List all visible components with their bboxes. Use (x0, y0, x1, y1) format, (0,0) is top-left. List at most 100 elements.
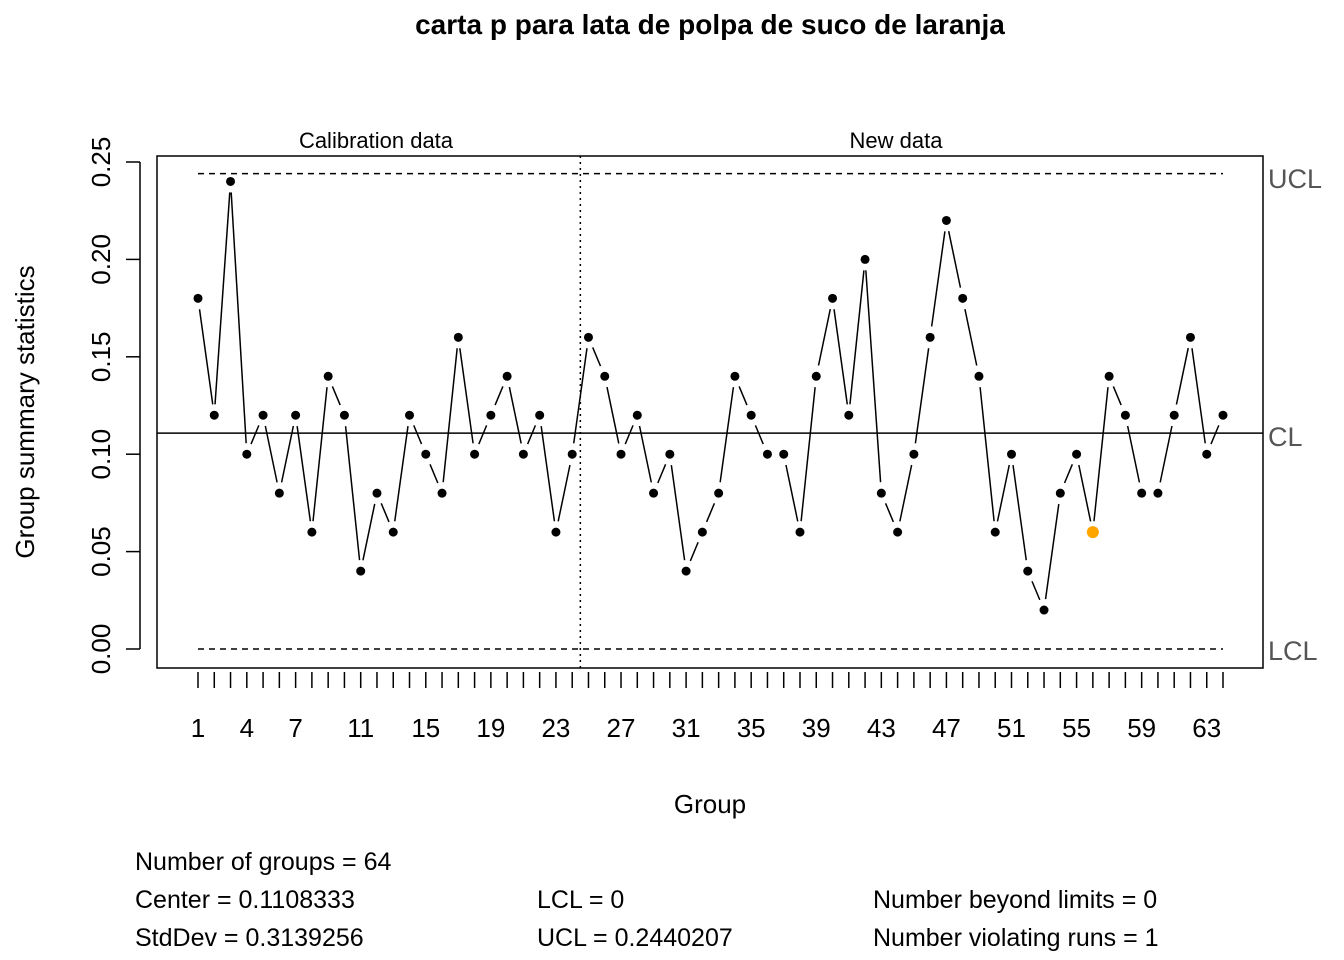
data-point (1104, 371, 1114, 381)
series-segment (1063, 464, 1074, 484)
series-segment (280, 425, 295, 483)
y-tick-label: 0.15 (86, 331, 116, 382)
data-point (958, 293, 968, 303)
series-segment (572, 348, 588, 444)
data-point (339, 410, 349, 420)
data-point (356, 566, 366, 576)
series-segment (592, 347, 602, 367)
cl-label: CL (1268, 422, 1303, 452)
ucl-label: UCL (1268, 164, 1322, 194)
new-data-label: New data (850, 128, 944, 153)
series-segment (540, 426, 556, 522)
x-tick-label: 47 (932, 713, 961, 743)
data-point (893, 527, 903, 537)
y-tick-label: 0.10 (86, 429, 116, 480)
series-segment (362, 503, 376, 561)
x-tick-label: 51 (997, 713, 1026, 743)
calibration-label: Calibration data (299, 128, 454, 153)
data-point (1120, 410, 1130, 420)
series-segment (557, 464, 571, 522)
series-segment (508, 386, 522, 444)
data-point (470, 449, 480, 459)
series-segment (1210, 425, 1220, 445)
x-tick-label: 63 (1192, 713, 1221, 743)
x-tick-label: 15 (411, 713, 440, 743)
data-point (226, 176, 236, 186)
data-point (665, 449, 675, 459)
stat-groups: Number of groups = 64 (135, 848, 392, 876)
data-point (779, 449, 789, 459)
series-segment (930, 231, 946, 327)
series-segment (833, 309, 849, 405)
data-point (323, 371, 333, 381)
series-segment (380, 503, 390, 523)
y-tick-label: 0.25 (86, 137, 116, 188)
data-point (1153, 488, 1163, 498)
series-segment (1012, 464, 1027, 561)
series-segment (264, 425, 278, 483)
control-limits (157, 172, 1263, 650)
data-series (193, 176, 1228, 615)
data-point (567, 449, 577, 459)
series-segment (1112, 386, 1122, 406)
data-point (486, 410, 496, 420)
series-segment (394, 426, 409, 522)
series-segment (754, 425, 764, 445)
series-segment (738, 386, 748, 406)
data-point (551, 527, 561, 537)
series-segment (785, 464, 799, 522)
x-tick-label: 23 (541, 713, 570, 743)
data-point (697, 527, 707, 537)
data-point (1023, 566, 1033, 576)
x-tick-label: 4 (240, 713, 254, 743)
series-segment (1031, 580, 1041, 601)
data-point (714, 488, 724, 498)
series-segment (442, 348, 458, 483)
series-segment (296, 426, 312, 522)
series-segment (705, 503, 716, 523)
series-segment (526, 425, 537, 445)
data-point (421, 449, 431, 459)
y-tick-label: 0.20 (86, 234, 116, 285)
series-segment (1175, 347, 1189, 405)
data-point (535, 410, 545, 420)
data-point (258, 410, 268, 420)
data-point (274, 488, 284, 498)
data-point (405, 410, 415, 420)
series-segment (1078, 464, 1092, 522)
stat-ucl: UCL = 0.2440207 (537, 924, 733, 952)
series-segment (865, 270, 882, 483)
series-segment (657, 464, 667, 484)
series-segment (884, 503, 895, 523)
data-point (453, 332, 463, 342)
data-point (193, 293, 203, 303)
series-segment (478, 425, 488, 445)
series-segment (947, 231, 962, 288)
data-point (502, 371, 512, 381)
x-tick-label: 59 (1127, 713, 1156, 743)
series-segment (312, 387, 328, 522)
stat-lcl: LCL = 0 (537, 886, 625, 914)
series-segment (719, 387, 735, 483)
y-axis: 0.00 0.05 0.10 0.15 0.20 0.25 (86, 137, 141, 675)
series-segment (1093, 387, 1109, 522)
violating-point (1086, 526, 1099, 539)
data-point (876, 488, 886, 498)
x-tick-label: 19 (476, 713, 505, 743)
series-segment (979, 387, 995, 522)
lcl-label: LCL (1268, 636, 1318, 666)
series-segment (230, 192, 247, 444)
y-tick-label: 0.00 (86, 624, 116, 675)
data-point (730, 371, 740, 381)
chart-title: carta p para lata de polpa de suco de la… (415, 9, 1005, 40)
series-segment (606, 386, 620, 444)
stat-center: Center = 0.1108333 (135, 886, 355, 914)
y-tick-label: 0.05 (86, 526, 116, 577)
x-tick-label: 11 (347, 713, 374, 743)
series-segment (800, 387, 816, 522)
stat-beyond-limits: Number beyond limits = 0 (873, 886, 1158, 914)
series-segment (331, 386, 341, 406)
data-point (925, 332, 935, 342)
data-point (974, 371, 984, 381)
data-point (909, 449, 919, 459)
